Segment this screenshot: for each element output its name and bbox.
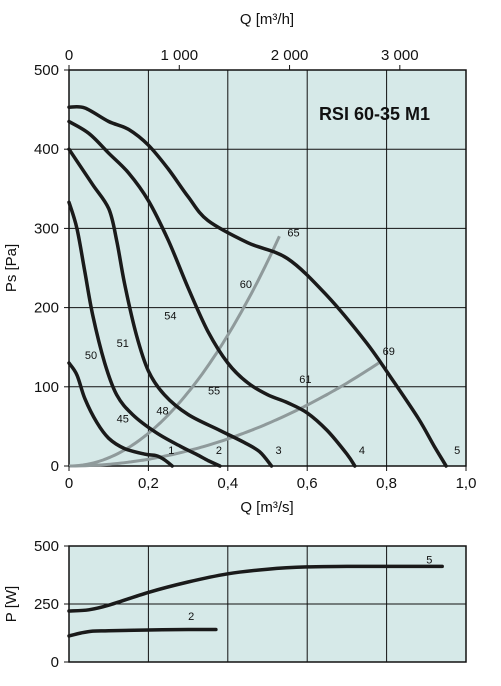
x-tick-label: 0,4 [217, 475, 238, 492]
curve-label-54: 54 [164, 310, 176, 322]
bottom-x-axis-label: Q [m³/s] [240, 499, 293, 516]
x-tick-label: 0,8 [376, 475, 397, 492]
x-tick-label: 0 [65, 475, 73, 492]
power-series-label-2: 2 [188, 611, 194, 623]
y-tick-label: 0 [51, 458, 59, 475]
x-tick-label: 0,2 [138, 475, 159, 492]
power-series-2 [67, 627, 218, 638]
curve-label-48: 48 [156, 406, 168, 418]
curve-label-50: 50 [85, 350, 97, 362]
curve-label-65: 65 [287, 227, 299, 239]
power-y-axis-label: P [W] [3, 586, 20, 622]
pressure-series-2 [67, 200, 222, 468]
x2-tick-label: 3 000 [381, 47, 419, 64]
power-y-tick-label: 0 [51, 654, 59, 671]
x2-tick-label: 0 [65, 47, 73, 64]
series-label-3: 3 [275, 445, 281, 457]
y-tick-label: 400 [34, 141, 59, 158]
power-series-5 [67, 564, 444, 613]
x2-tick-label: 1 000 [161, 47, 199, 64]
pressure-series-4 [67, 119, 357, 468]
power-y-tick-label: 500 [34, 538, 59, 555]
y-tick-label: 100 [34, 379, 59, 396]
curve-label-69: 69 [383, 346, 395, 358]
curve-label-61: 61 [299, 374, 311, 386]
series-label-1: 1 [168, 445, 174, 457]
curve-label-55: 55 [208, 386, 220, 398]
pressure-plot-area [68, 69, 467, 467]
pressure-series-1 [67, 361, 174, 468]
y-axis-label: Ps [Pa] [3, 244, 20, 292]
system-curve [68, 361, 380, 468]
curve-label-45: 45 [117, 413, 129, 425]
curve-label-60: 60 [240, 279, 252, 291]
x-tick-label: 0,6 [297, 475, 318, 492]
y-tick-label: 300 [34, 220, 59, 237]
power-series-label-5: 5 [426, 554, 432, 566]
x-tick-label: 1,0 [456, 475, 477, 492]
series-label-2: 2 [216, 445, 222, 457]
system-curve [68, 235, 281, 468]
pressure-series-3 [67, 147, 274, 468]
y-tick-label: 200 [34, 300, 59, 317]
power-y-tick-label: 250 [34, 596, 59, 613]
top-x-axis-label: Q [m³/h] [240, 11, 294, 28]
y-tick-label: 500 [34, 62, 59, 79]
series-label-4: 4 [359, 445, 365, 457]
chart-title: RSI 60-35 M1 [319, 104, 430, 124]
curve-label-51: 51 [117, 338, 129, 350]
pressure-series-5 [67, 104, 448, 468]
series-label-5: 5 [454, 445, 460, 457]
x2-tick-label: 2 000 [271, 47, 309, 64]
